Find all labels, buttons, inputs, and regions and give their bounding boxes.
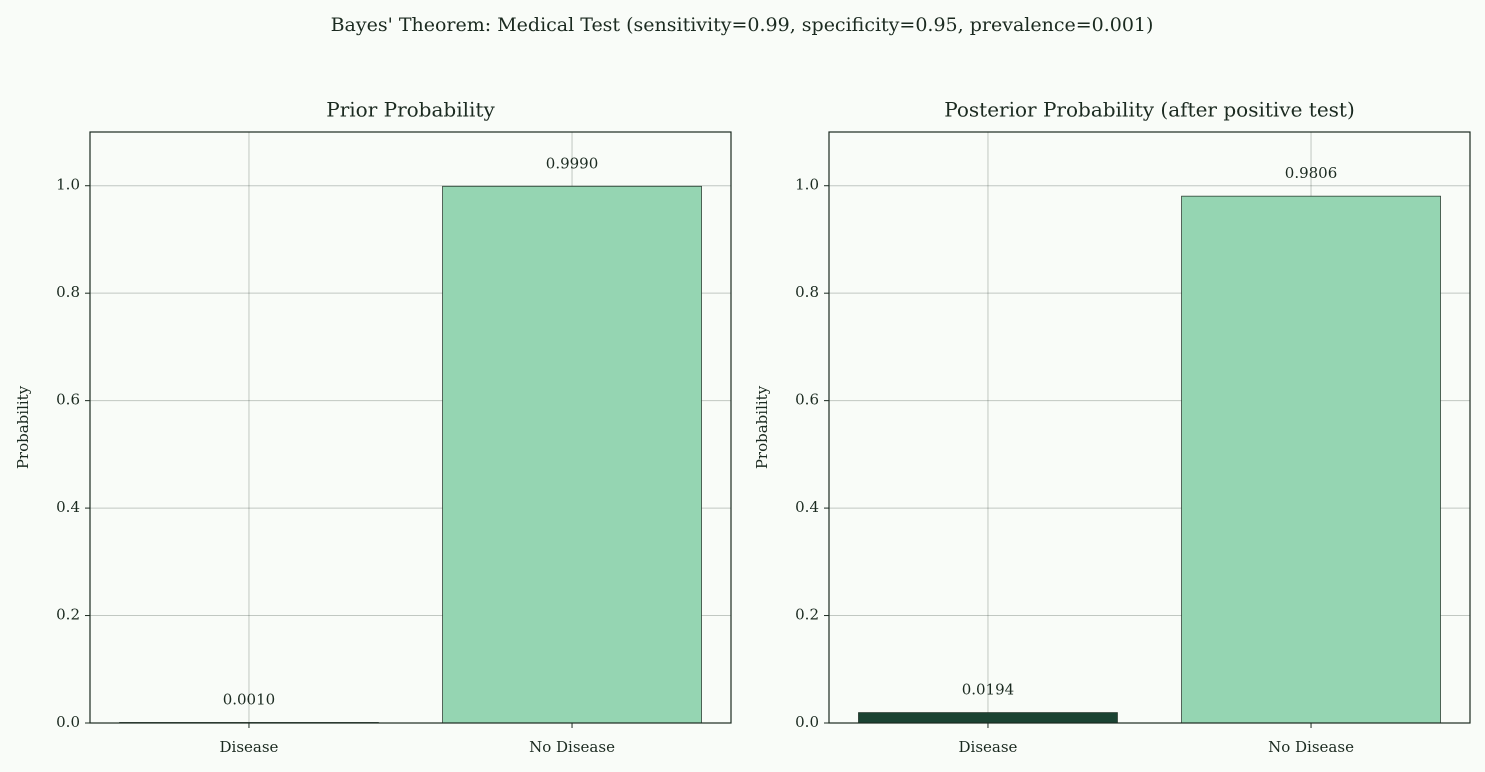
bar <box>442 185 702 724</box>
y-axis-label: Probability <box>14 385 32 469</box>
x-tick-label: Disease <box>959 738 1018 756</box>
y-tick-label: 0.8 <box>795 283 819 301</box>
y-axis-label: Probability <box>753 385 771 469</box>
y-tick-label: 0.2 <box>795 606 819 624</box>
axes-title: Posterior Probability (after positive te… <box>944 98 1355 122</box>
value-label: 0.9990 <box>546 154 599 172</box>
y-tick-label: 1.0 <box>56 176 80 194</box>
value-label: 0.0194 <box>962 681 1015 699</box>
x-tick-label: No Disease <box>529 738 615 756</box>
y-tick-label: 1.0 <box>795 176 819 194</box>
axes-title: Prior Probability <box>326 98 495 122</box>
y-tick-label: 0.6 <box>795 391 819 409</box>
y-tick-label: 0.0 <box>56 713 80 731</box>
axes-frame <box>828 131 1471 724</box>
y-tick-label: 0.4 <box>56 498 80 516</box>
y-tick-label: 0.2 <box>56 606 80 624</box>
x-tick-label: Disease <box>220 738 279 756</box>
bar <box>858 712 1118 724</box>
bar <box>1181 195 1441 724</box>
y-tick-label: 0.8 <box>56 283 80 301</box>
value-label: 0.0010 <box>223 690 276 708</box>
y-tick-label: 0.4 <box>795 498 819 516</box>
value-label: 0.9806 <box>1285 164 1338 182</box>
x-tick-label: No Disease <box>1268 738 1354 756</box>
y-tick-label: 0.6 <box>56 391 80 409</box>
axes-frame <box>89 131 732 724</box>
y-tick-label: 0.0 <box>795 713 819 731</box>
figure-title: Bayes' Theorem: Medical Test (sensitivit… <box>331 14 1154 36</box>
